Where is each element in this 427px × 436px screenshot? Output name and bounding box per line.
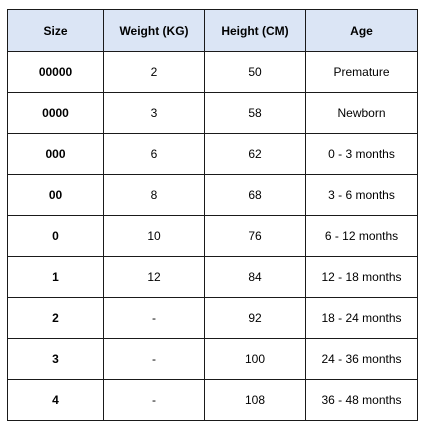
height-cell: 108	[204, 379, 306, 421]
age-cell: 36 - 48 months	[305, 379, 418, 421]
age-cell: 0 - 3 months	[305, 133, 418, 175]
table-row: 0 10 76 6 - 12 months	[7, 215, 418, 257]
table-row: 00000 2 50 Premature	[7, 51, 418, 93]
height-cell: 92	[204, 297, 306, 339]
weight-cell: 10	[103, 215, 205, 257]
height-cell: 62	[204, 133, 306, 175]
age-cell: Premature	[305, 51, 418, 93]
size-cell: 00000	[7, 51, 104, 93]
size-cell: 0000	[7, 92, 104, 134]
age-cell: 12 - 18 months	[305, 256, 418, 298]
age-cell: 18 - 24 months	[305, 297, 418, 339]
table-row: 4 - 108 36 - 48 months	[7, 379, 418, 421]
size-cell: 0	[7, 215, 104, 257]
size-cell: 2	[7, 297, 104, 339]
weight-cell: 8	[103, 174, 205, 216]
age-cell: Newborn	[305, 92, 418, 134]
weight-cell: -	[103, 379, 205, 421]
table-header: Size Weight (KG) Height (CM) Age	[7, 9, 418, 52]
age-cell: 6 - 12 months	[305, 215, 418, 257]
table-row: 000 6 62 0 - 3 months	[7, 133, 418, 175]
weight-cell: 6	[103, 133, 205, 175]
size-chart-table: Size Weight (KG) Height (CM) Age 00000 2…	[7, 9, 418, 421]
table-row: 3 - 100 24 - 36 months	[7, 338, 418, 380]
header-age: Age	[305, 9, 418, 52]
table-row: 0000 3 58 Newborn	[7, 92, 418, 134]
header-size: Size	[7, 9, 104, 52]
height-cell: 100	[204, 338, 306, 380]
header-height: Height (CM)	[204, 9, 306, 52]
height-cell: 58	[204, 92, 306, 134]
size-cell: 000	[7, 133, 104, 175]
weight-cell: 12	[103, 256, 205, 298]
size-chart-container: Size Weight (KG) Height (CM) Age 00000 2…	[7, 9, 418, 421]
size-cell: 1	[7, 256, 104, 298]
height-cell: 84	[204, 256, 306, 298]
table-row: 00 8 68 3 - 6 months	[7, 174, 418, 216]
weight-cell: 3	[103, 92, 205, 134]
size-cell: 4	[7, 379, 104, 421]
header-weight: Weight (KG)	[103, 9, 205, 52]
age-cell: 3 - 6 months	[305, 174, 418, 216]
table-body: 00000 2 50 Premature 0000 3 58 Newborn 0…	[7, 51, 418, 421]
table-row: 2 - 92 18 - 24 months	[7, 297, 418, 339]
header-row: Size Weight (KG) Height (CM) Age	[7, 9, 418, 52]
age-cell: 24 - 36 months	[305, 338, 418, 380]
weight-cell: 2	[103, 51, 205, 93]
height-cell: 76	[204, 215, 306, 257]
table-row: 1 12 84 12 - 18 months	[7, 256, 418, 298]
height-cell: 68	[204, 174, 306, 216]
height-cell: 50	[204, 51, 306, 93]
weight-cell: -	[103, 338, 205, 380]
weight-cell: -	[103, 297, 205, 339]
size-cell: 00	[7, 174, 104, 216]
size-cell: 3	[7, 338, 104, 380]
